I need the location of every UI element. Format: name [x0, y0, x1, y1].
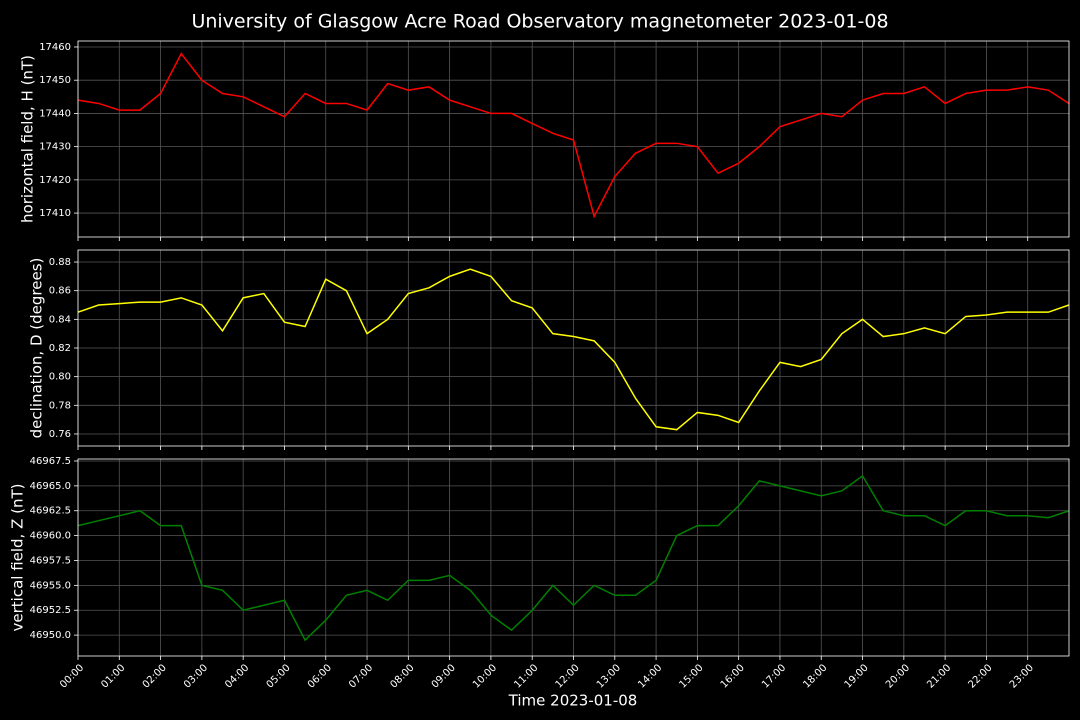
y-tick-label: 46950.0	[30, 630, 71, 641]
y-tick-label: 17420	[39, 175, 71, 186]
y-tick-label: 0.80	[49, 372, 71, 383]
y-tick-label: 0.82	[49, 343, 71, 354]
x-axis-label: Time 2023-01-08	[508, 692, 638, 710]
y-tick-label: 46965.0	[30, 481, 71, 492]
data-line	[77, 52, 1070, 219]
y-axis-label: declination, D (degrees)	[28, 258, 46, 439]
y-tick-label: 46952.5	[30, 605, 71, 616]
y-tick-label: 46957.5	[30, 555, 71, 566]
y-tick-label: 17460	[39, 42, 71, 53]
y-tick-label: 17430	[39, 142, 71, 153]
axes-frame	[77, 458, 1070, 657]
y-axis-label: horizontal field, H (nT)	[19, 55, 37, 223]
y-tick-label: 17440	[39, 108, 71, 119]
y-tick-label: 0.76	[49, 429, 71, 440]
data-line	[77, 474, 1070, 642]
y-tick-label: 0.86	[49, 286, 71, 297]
y-tick-label: 17410	[39, 208, 71, 219]
y-tick-label: 0.78	[49, 400, 71, 411]
data-line	[77, 268, 1070, 431]
y-tick-label: 17450	[39, 75, 71, 86]
y-tick-label: 0.84	[49, 314, 71, 325]
y-axis-label: vertical field, Z (nT)	[9, 483, 27, 631]
figure-title: University of Glasgow Acre Road Observat…	[191, 11, 888, 33]
axes-frame	[77, 249, 1070, 447]
y-tick-label: 46962.5	[30, 506, 71, 517]
y-tick-label: 46955.0	[30, 580, 71, 591]
y-tick-label: 46960.0	[30, 531, 71, 542]
axes-frame	[77, 40, 1070, 238]
y-tick-label: 0.88	[49, 257, 71, 268]
y-tick-label: 46967.5	[30, 456, 71, 467]
